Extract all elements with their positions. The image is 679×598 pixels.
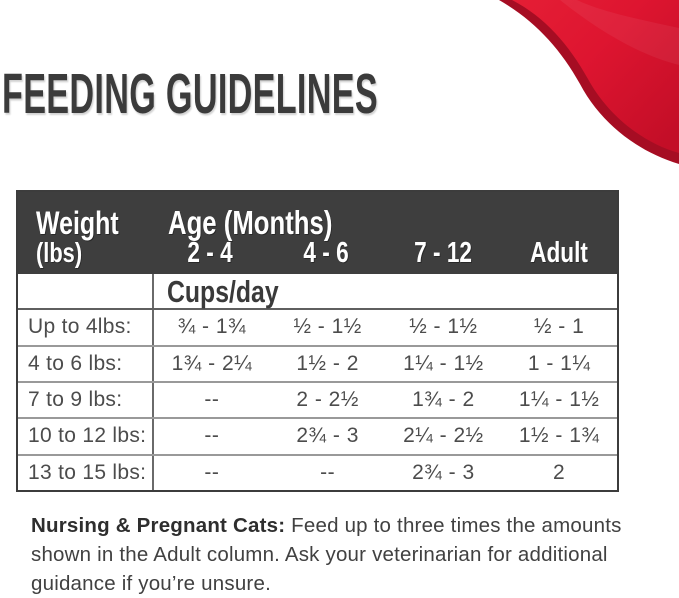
table-row: 4 to 6 lbs: 1¾ - 2¼ 1½ - 2 1¼ - 1½ 1 - 1… bbox=[18, 344, 617, 381]
age-column-4-6: 4 - 6 bbox=[303, 237, 350, 269]
age-months-header: Age (Months) bbox=[168, 204, 333, 241]
value-cell: 1¾ - 2¼ bbox=[171, 351, 253, 375]
value-cell: 1½ - 1¾ bbox=[518, 424, 600, 448]
weight-column-header: Weight bbox=[36, 205, 119, 241]
weight-unit-label: (lbs) bbox=[36, 237, 83, 268]
note-line-3: guidance if you’re unsure. bbox=[31, 572, 271, 595]
units-row-values: Cups/day bbox=[152, 273, 617, 309]
cups-per-day-label: Cups/day bbox=[167, 273, 279, 309]
values-cells: -- 2¾ - 3 2¼ - 2½ 1½ - 1¾ bbox=[152, 419, 617, 454]
value-cell: 1 - 1¼ bbox=[527, 351, 591, 375]
values-cells: -- -- 2¾ - 3 2 bbox=[152, 455, 617, 490]
table-row: Up to 4lbs: ¾ - 1¾ ½ - 1½ ½ - 1½ ½ - 1 bbox=[18, 308, 617, 345]
value-cell: 1¾ - 2 bbox=[412, 388, 475, 412]
note-line-1-rest: Feed up to three times the amounts bbox=[285, 514, 622, 537]
units-row-empty-cell bbox=[18, 274, 152, 308]
weight-cell: 13 to 15 lbs: bbox=[28, 460, 147, 484]
value-cell: 2¾ - 3 bbox=[296, 424, 359, 448]
age-column-adult: Adult bbox=[529, 237, 588, 269]
age-column-7-12: 7 - 12 bbox=[413, 237, 472, 269]
value-cell: -- bbox=[320, 460, 336, 484]
value-cell: -- bbox=[204, 388, 220, 412]
age-column-2-4: 2 - 4 bbox=[187, 237, 233, 269]
feeding-guidelines-table: Weight (lbs) Age (Months) 2 - 4 4 - 6 7 … bbox=[16, 190, 619, 492]
value-cell: 2¾ - 3 bbox=[412, 460, 475, 484]
units-row: Cups/day bbox=[18, 273, 617, 309]
swoosh-highlight bbox=[560, 0, 679, 65]
table-row: 7 to 9 lbs: -- 2 - 2½ 1¾ - 2 1¼ - 1½ bbox=[18, 380, 617, 418]
value-cell: -- bbox=[204, 460, 220, 484]
weight-cell: 10 to 12 lbs: bbox=[28, 424, 147, 448]
nursing-pregnant-note: Nursing & Pregnant Cats: Feed up to thre… bbox=[31, 511, 646, 598]
value-cell: 2 bbox=[553, 460, 566, 484]
values-cells: ¾ - 1¾ ½ - 1½ ½ - 1½ ½ - 1 bbox=[152, 310, 617, 345]
value-cell: 1¼ - 1½ bbox=[403, 351, 484, 375]
table-row: 10 to 12 lbs: -- 2¾ - 3 2¼ - 2½ 1½ - 1¾ bbox=[18, 417, 617, 454]
note-line-2: shown in the Adult column. Ask your vete… bbox=[31, 543, 608, 566]
value-cell: ½ - 1½ bbox=[409, 315, 478, 339]
value-cell: 2¼ - 2½ bbox=[403, 424, 484, 448]
weight-cell: Up to 4lbs: bbox=[28, 315, 132, 339]
value-cell: ½ - 1½ bbox=[293, 315, 362, 339]
values-cells: -- 2 - 2½ 1¾ - 2 1¼ - 1½ bbox=[152, 382, 617, 418]
value-cell: 1¼ - 1½ bbox=[518, 388, 600, 412]
table-body: Cups/day Up to 4lbs: ¾ - 1¾ ½ - 1½ ½ - 1… bbox=[18, 274, 617, 490]
page-title: FEEDING GUIDELINES bbox=[2, 62, 378, 126]
weight-cell: 4 to 6 lbs: bbox=[28, 351, 123, 375]
swoosh-main bbox=[512, 0, 679, 153]
note-line-1: Nursing & Pregnant Cats: Feed up to thre… bbox=[31, 511, 646, 540]
table-header: Weight (lbs) Age (Months) 2 - 4 4 - 6 7 … bbox=[18, 192, 617, 274]
weight-cell: 7 to 9 lbs: bbox=[28, 388, 123, 412]
value-cell: ¾ - 1¾ bbox=[177, 315, 247, 339]
table-row: 13 to 15 lbs: -- -- 2¾ - 3 2 bbox=[18, 453, 617, 490]
values-cells: 1¾ - 2¼ 1½ - 2 1¼ - 1½ 1 - 1¼ bbox=[152, 346, 617, 381]
red-swoosh-graphic bbox=[499, 0, 679, 164]
note-bold-lead: Nursing & Pregnant Cats: bbox=[31, 514, 286, 537]
value-cell: 1½ - 2 bbox=[296, 351, 359, 375]
value-cell: -- bbox=[204, 424, 220, 448]
value-cell: ½ - 1 bbox=[533, 315, 585, 339]
value-cell: 2 - 2½ bbox=[296, 388, 359, 412]
